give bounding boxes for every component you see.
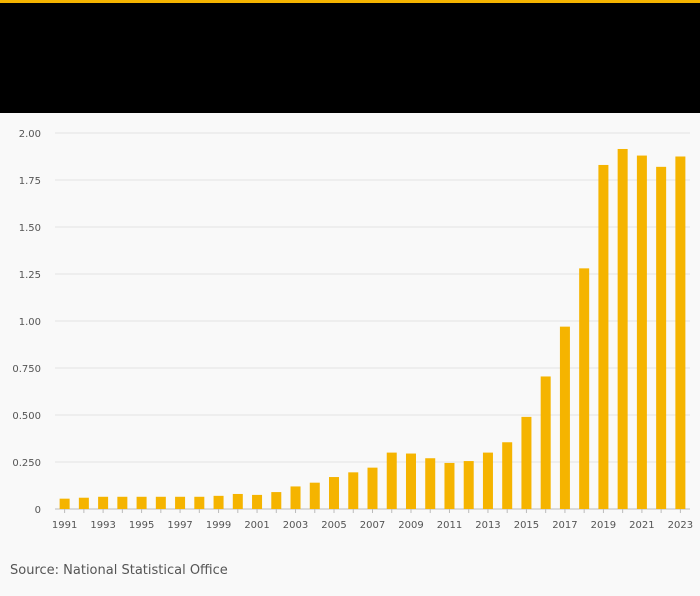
bar-2018 [579, 268, 590, 509]
x-tick-label: 2017 [552, 520, 577, 531]
bar-2003 [290, 486, 301, 509]
y-tick-label: 1.75 [19, 176, 41, 187]
bar-2005 [329, 477, 340, 509]
bar-2012 [463, 461, 474, 509]
bar-2015 [521, 416, 532, 509]
bar-2011 [444, 462, 455, 509]
bar-1992 [78, 497, 89, 509]
bar-2000 [232, 493, 243, 509]
bar-2023 [675, 156, 686, 509]
y-tick-label: 1.00 [19, 317, 41, 328]
bar-2014 [502, 442, 513, 509]
y-tick-label: 2.00 [19, 129, 41, 140]
x-tick-label: 2003 [283, 520, 308, 531]
header-banner [0, 3, 700, 113]
x-tick-label: 2001 [244, 520, 269, 531]
chart-container: 0 0.250 0.500 0.750 1.00 1.25 1.50 1.75 2.00 1991… [0, 113, 700, 543]
x-tick-label: 2005 [321, 520, 346, 531]
bar-1995 [136, 496, 147, 509]
bar-1999 [213, 495, 224, 509]
bar-1993 [98, 496, 109, 509]
bar-2010 [425, 458, 436, 509]
x-tick-label: 2013 [475, 520, 500, 531]
x-tick-label: 2021 [629, 520, 654, 531]
x-tick-label: 2007 [360, 520, 385, 531]
bar-2009 [405, 453, 416, 509]
bar-1991 [59, 498, 70, 509]
bar-1996 [155, 496, 166, 509]
bar-1997 [175, 496, 186, 509]
bar-2019 [598, 164, 609, 509]
y-tick-label: 1.25 [19, 270, 41, 281]
x-tick-label: 2023 [668, 520, 693, 531]
y-tick-label: 1.50 [19, 223, 41, 234]
bar-2007 [367, 467, 378, 509]
x-tick-label: 2015 [514, 520, 539, 531]
bar-2017 [559, 326, 570, 509]
x-tick-label: 2011 [437, 520, 462, 531]
bar-2016 [540, 376, 551, 509]
y-tick-label: 0 [35, 505, 41, 516]
bar-2021 [636, 155, 647, 509]
x-tick-label: 2019 [591, 520, 616, 531]
y-tick-label: 0.250 [12, 458, 41, 469]
x-tick-label: 2009 [398, 520, 423, 531]
source-note: Source: National Statistical Office [10, 563, 228, 578]
bar-2004 [309, 482, 320, 509]
x-tick-label: 1995 [129, 520, 154, 531]
bar-2022 [656, 166, 667, 509]
x-tick-label: 1993 [90, 520, 115, 531]
bar-2013 [482, 452, 493, 509]
bar-chart: 0 0.250 0.500 0.750 1.00 1.25 1.50 1.75 2.00 1991… [12, 129, 693, 531]
x-tick-label: 1997 [167, 520, 192, 531]
bar-2008 [386, 452, 397, 509]
bar-2006 [348, 472, 359, 509]
bar-1998 [194, 496, 205, 509]
y-tick-label: 0.750 [12, 364, 41, 375]
bar-2020 [617, 148, 628, 510]
y-tick-label: 0.500 [12, 411, 41, 422]
accent-line [0, 0, 700, 3]
bar-2002 [271, 492, 282, 509]
bar-1994 [117, 496, 128, 509]
x-tick-label: 1991 [52, 520, 77, 531]
x-tick-label: 1999 [206, 520, 231, 531]
bar-2001 [252, 494, 263, 509]
